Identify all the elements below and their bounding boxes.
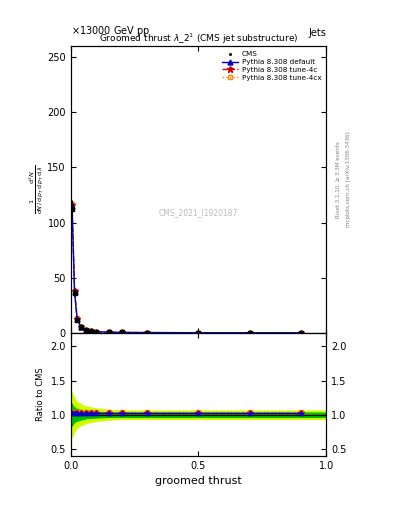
- Pythia 8.308 default: [119, 329, 124, 335]
- Pythia 8.308 default: [107, 329, 112, 335]
- Pythia 8.308 tune-4c: [89, 328, 94, 334]
- Line: Pythia 8.308 default: Pythia 8.308 default: [70, 204, 303, 335]
- Pythia 8.308 tune-4c: [107, 329, 112, 335]
- Legend: CMS, Pythia 8.308 default, Pythia 8.308 tune-4c, Pythia 8.308 tune-4cx: CMS, Pythia 8.308 default, Pythia 8.308 …: [220, 50, 323, 82]
- Pythia 8.308 tune-4c: [84, 327, 88, 333]
- Pythia 8.308 tune-4cx: [247, 330, 252, 336]
- Pythia 8.308 tune-4cx: [70, 201, 74, 207]
- Pythia 8.308 tune-4c: [247, 330, 252, 336]
- Text: Jets: Jets: [309, 28, 326, 38]
- Title: Groomed thrust $\lambda\_2^1$ (CMS jet substructure): Groomed thrust $\lambda\_2^1$ (CMS jet s…: [99, 32, 298, 46]
- Pythia 8.308 tune-4c: [119, 329, 124, 335]
- Pythia 8.308 tune-4cx: [119, 329, 124, 335]
- Pythia 8.308 tune-4cx: [79, 324, 83, 330]
- Y-axis label: $\frac{1}{\mathrm{d}N\,/\,\mathrm{d}\,p_T}\frac{\mathrm{d}^2N}{\mathrm{d}\,p_T\,: $\frac{1}{\mathrm{d}N\,/\,\mathrm{d}\,p_…: [28, 165, 46, 214]
- Pythia 8.308 default: [247, 330, 252, 336]
- Pythia 8.308 default: [89, 328, 94, 334]
- Text: CMS_2021_I1920187: CMS_2021_I1920187: [159, 208, 238, 217]
- Pythia 8.308 tune-4cx: [298, 330, 303, 336]
- Pythia 8.308 tune-4cx: [107, 329, 112, 335]
- X-axis label: groomed thrust: groomed thrust: [155, 476, 242, 486]
- Pythia 8.308 default: [145, 330, 150, 336]
- Pythia 8.308 tune-4cx: [145, 330, 150, 336]
- Pythia 8.308 tune-4cx: [196, 330, 201, 336]
- Pythia 8.308 default: [75, 316, 79, 322]
- Pythia 8.308 tune-4c: [79, 324, 83, 330]
- Line: Pythia 8.308 tune-4c: Pythia 8.308 tune-4c: [69, 202, 304, 336]
- Pythia 8.308 default: [72, 289, 77, 295]
- Pythia 8.308 default: [298, 330, 303, 336]
- Pythia 8.308 tune-4cx: [72, 288, 77, 294]
- Pythia 8.308 default: [94, 329, 99, 335]
- Pythia 8.308 tune-4cx: [89, 328, 94, 334]
- Pythia 8.308 tune-4c: [94, 329, 99, 335]
- Text: Rivet 3.1.10, ≥ 3.3M events: Rivet 3.1.10, ≥ 3.3M events: [336, 141, 341, 218]
- Pythia 8.308 default: [196, 330, 201, 336]
- Pythia 8.308 default: [79, 324, 83, 330]
- Y-axis label: Ratio to CMS: Ratio to CMS: [36, 368, 45, 421]
- Pythia 8.308 default: [70, 203, 74, 209]
- Pythia 8.308 tune-4c: [196, 330, 201, 336]
- Pythia 8.308 default: [84, 327, 88, 333]
- Pythia 8.308 tune-4c: [72, 288, 77, 294]
- Pythia 8.308 tune-4cx: [94, 329, 99, 335]
- Pythia 8.308 tune-4cx: [75, 315, 79, 322]
- Pythia 8.308 tune-4cx: [84, 327, 88, 333]
- Text: $\times$13000 GeV pp: $\times$13000 GeV pp: [71, 25, 150, 38]
- Pythia 8.308 tune-4c: [298, 330, 303, 336]
- Pythia 8.308 tune-4c: [70, 202, 74, 208]
- Line: Pythia 8.308 tune-4cx: Pythia 8.308 tune-4cx: [70, 201, 303, 335]
- Text: mcplots.cern.ch [arXiv:1306.3436]: mcplots.cern.ch [arXiv:1306.3436]: [346, 132, 351, 227]
- Pythia 8.308 tune-4c: [75, 315, 79, 322]
- Pythia 8.308 tune-4c: [145, 330, 150, 336]
